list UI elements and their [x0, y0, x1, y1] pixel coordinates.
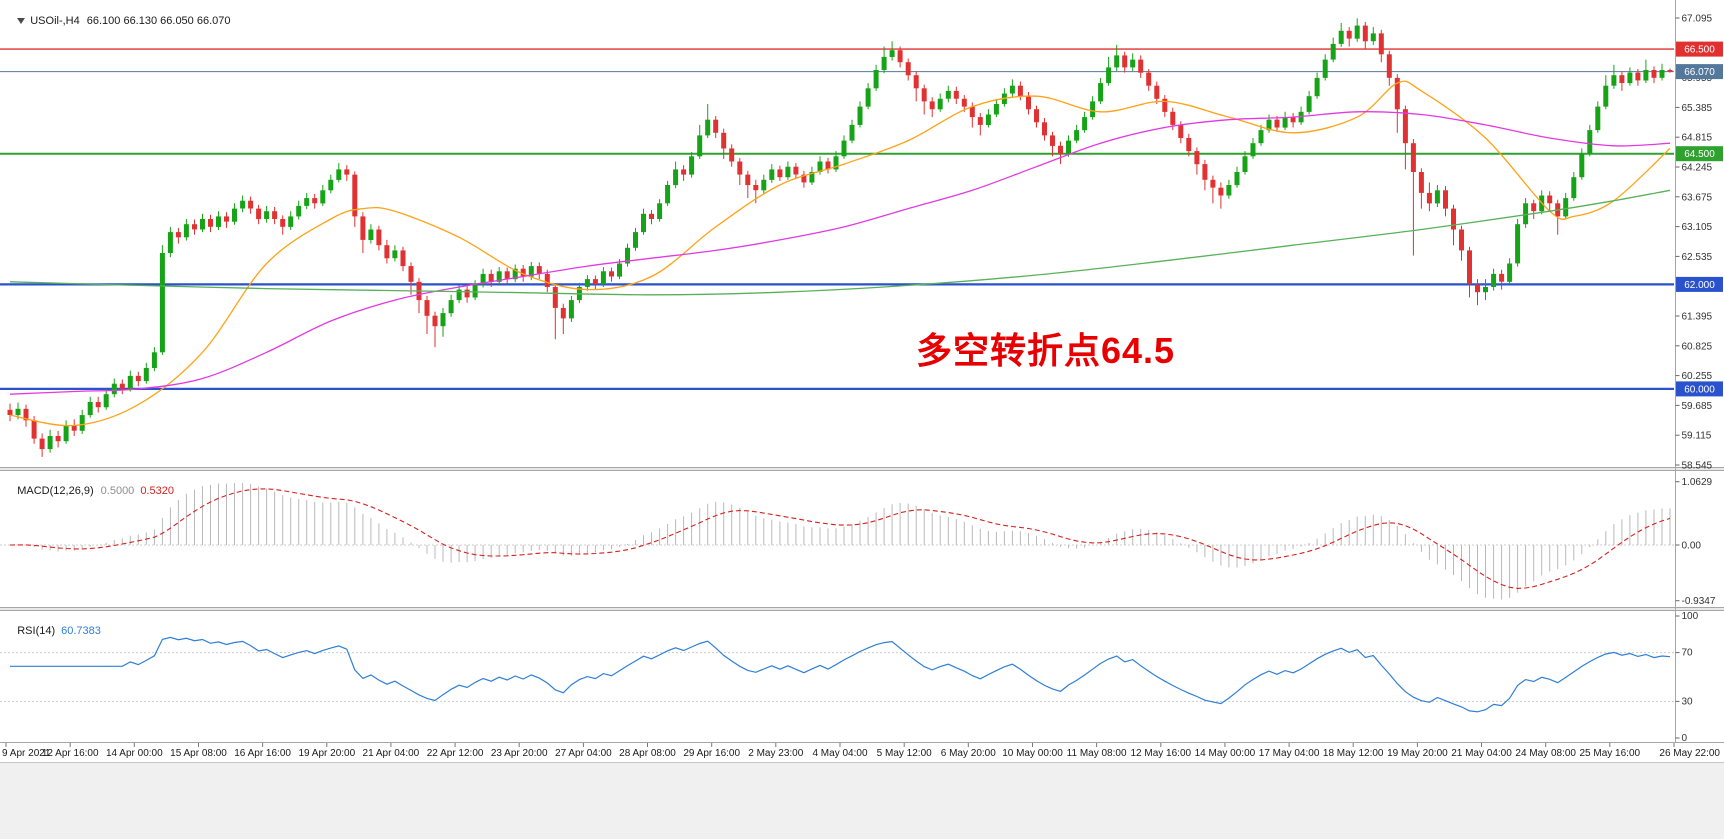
symbol-marker-icon	[17, 18, 26, 25]
svg-text:0: 0	[1682, 733, 1688, 744]
macd-pane[interactable]	[0, 482, 1674, 600]
pane-separator-rsi[interactable]	[0, 607, 1724, 611]
bottom-panel-area	[0, 762, 1724, 839]
svg-text:60.000: 60.000	[1684, 384, 1715, 395]
svg-text:4 May 04:00: 4 May 04:00	[812, 748, 867, 759]
svg-text:6 May 20:00: 6 May 20:00	[941, 748, 996, 759]
price-tag-60.000	[1676, 381, 1723, 397]
macd-histogram	[17, 482, 1671, 600]
svg-text:28 Apr 08:00: 28 Apr 08:00	[619, 748, 676, 759]
svg-text:59.685: 59.685	[1682, 401, 1713, 412]
symbol-label: USOil-,H4	[30, 15, 80, 27]
svg-text:17 May 04:00: 17 May 04:00	[1259, 748, 1320, 759]
svg-text:18 May 12:00: 18 May 12:00	[1323, 748, 1384, 759]
svg-text:21 Apr 04:00: 21 Apr 04:00	[363, 748, 420, 759]
svg-text:22 Apr 12:00: 22 Apr 12:00	[427, 748, 484, 759]
price-tag-66.500	[1676, 41, 1723, 57]
svg-text:25 May 16:00: 25 May 16:00	[1579, 748, 1640, 759]
svg-text:16 Apr 16:00: 16 Apr 16:00	[234, 748, 291, 759]
macd-header: MACD(12,26,9) 0.5000 0.5320	[5, 473, 174, 509]
svg-text:66.500: 66.500	[1684, 45, 1715, 56]
svg-text:9 Apr 2021: 9 Apr 2021	[2, 748, 51, 759]
svg-text:0.00: 0.00	[1682, 541, 1702, 552]
svg-text:12 Apr 16:00: 12 Apr 16:00	[42, 748, 99, 759]
svg-text:29 Apr 16:00: 29 Apr 16:00	[683, 748, 740, 759]
rsi-pane[interactable]	[0, 636, 1674, 713]
macd-label: MACD(12,26,9)	[17, 485, 94, 497]
svg-text:58.545: 58.545	[1682, 461, 1713, 472]
svg-text:67.095: 67.095	[1682, 14, 1713, 25]
svg-text:64.500: 64.500	[1684, 149, 1715, 160]
macd-value: 0.5000	[100, 485, 135, 497]
svg-text:70: 70	[1682, 648, 1694, 659]
svg-text:21 May 04:00: 21 May 04:00	[1451, 748, 1512, 759]
price-tag-66.070	[1676, 64, 1723, 80]
svg-text:66.070: 66.070	[1684, 67, 1715, 78]
svg-text:64.815: 64.815	[1682, 133, 1713, 144]
price-tag-62.000	[1676, 276, 1723, 292]
svg-text:-0.9347: -0.9347	[1682, 596, 1716, 607]
svg-text:26 May 22:00: 26 May 22:00	[1659, 748, 1720, 759]
chart-annotation-text[interactable]: 多空转折点64.5	[916, 330, 1176, 371]
ohlc-values: 66.100 66.130 66.050 66.070	[86, 15, 231, 27]
ma-slow-green-line	[9, 189, 1671, 296]
svg-text:62.535: 62.535	[1682, 252, 1713, 263]
rsi-line	[10, 636, 1671, 713]
svg-text:23 Apr 20:00: 23 Apr 20:00	[491, 748, 548, 759]
svg-text:63.105: 63.105	[1682, 222, 1713, 233]
svg-text:27 Apr 04:00: 27 Apr 04:00	[555, 748, 612, 759]
main-price-pane[interactable]	[0, 18, 1674, 457]
svg-text:100: 100	[1682, 611, 1699, 622]
svg-text:24 May 08:00: 24 May 08:00	[1515, 748, 1576, 759]
horizontal-level-lines[interactable]	[0, 48, 1674, 390]
price-axis[interactable]: 67.09565.95565.38564.81564.24563.67563.1…	[1675, 0, 1724, 744]
svg-text:2 May 23:00: 2 May 23:00	[748, 748, 803, 759]
chart-ohlc-header: USOil-,H4 66.100 66.130 66.050 66.070	[5, 3, 231, 39]
macd-signal-line	[9, 488, 1671, 589]
svg-text:14 May 00:00: 14 May 00:00	[1195, 748, 1256, 759]
candlestick-series	[7, 18, 1673, 457]
ma-mid-magenta-line	[9, 111, 1671, 395]
rsi-header: RSI(14) 60.7383	[5, 613, 101, 649]
macd-signal-value: 0.5320	[140, 485, 174, 497]
svg-text:63.675: 63.675	[1682, 192, 1713, 203]
rsi-value: 60.7383	[61, 625, 101, 637]
svg-text:65.385: 65.385	[1682, 103, 1713, 114]
svg-text:59.115: 59.115	[1682, 431, 1712, 442]
svg-text:61.395: 61.395	[1682, 312, 1713, 323]
svg-text:30: 30	[1682, 696, 1694, 707]
svg-text:1.0629: 1.0629	[1682, 477, 1713, 488]
svg-text:60.825: 60.825	[1682, 341, 1713, 352]
svg-text:19 May 20:00: 19 May 20:00	[1387, 748, 1448, 759]
svg-text:19 Apr 20:00: 19 Apr 20:00	[298, 748, 355, 759]
svg-text:5 May 12:00: 5 May 12:00	[877, 748, 932, 759]
svg-text:64.245: 64.245	[1682, 163, 1713, 174]
ma-fast-orange-line	[9, 80, 1671, 427]
svg-text:10 May 00:00: 10 May 00:00	[1002, 748, 1063, 759]
rsi-label: RSI(14)	[17, 625, 56, 637]
svg-text:60.255: 60.255	[1682, 371, 1713, 382]
svg-text:15 Apr 08:00: 15 Apr 08:00	[170, 748, 227, 759]
price-tag-64.500	[1676, 146, 1723, 162]
svg-text:14 Apr 00:00: 14 Apr 00:00	[106, 748, 163, 759]
pane-separator-macd[interactable]	[0, 467, 1724, 471]
svg-text:12 May 16:00: 12 May 16:00	[1130, 748, 1191, 759]
svg-text:11 May 08:00: 11 May 08:00	[1067, 748, 1127, 759]
svg-text:62.000: 62.000	[1684, 280, 1715, 291]
